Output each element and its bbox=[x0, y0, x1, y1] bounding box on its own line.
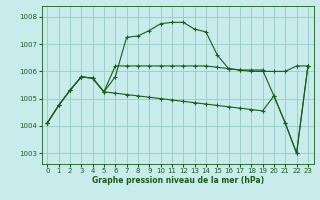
X-axis label: Graphe pression niveau de la mer (hPa): Graphe pression niveau de la mer (hPa) bbox=[92, 176, 264, 185]
